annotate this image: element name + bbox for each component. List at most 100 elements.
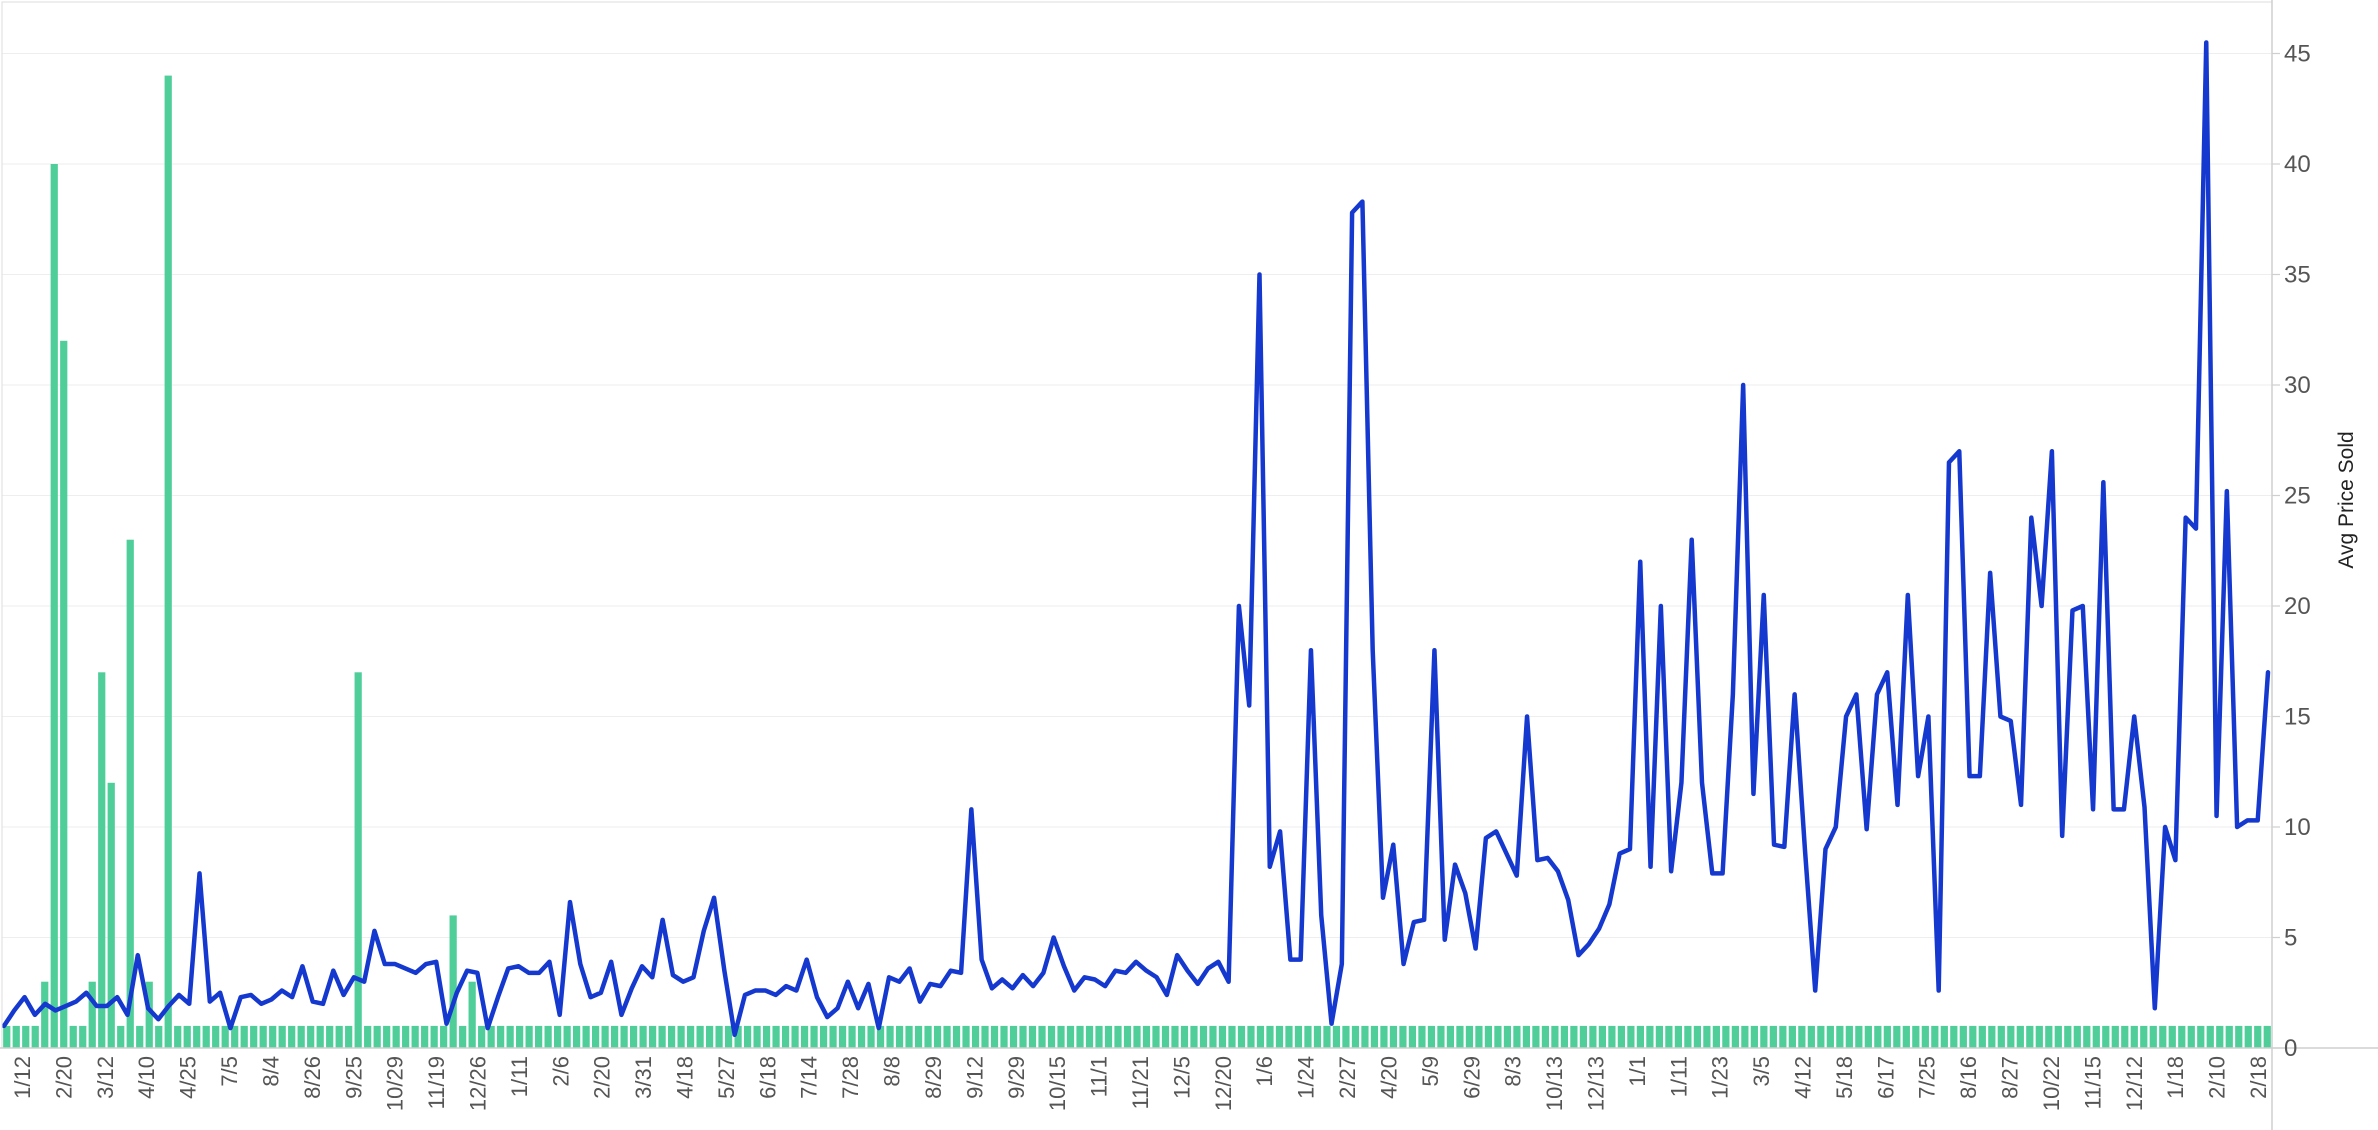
bar	[1171, 1025, 1179, 1048]
bar	[639, 1025, 647, 1048]
bar	[554, 1025, 562, 1048]
x-tick-label: 1/6	[1252, 1056, 1277, 1087]
bar	[354, 672, 362, 1048]
bar	[1845, 1025, 1853, 1048]
bar	[2235, 1025, 2243, 1048]
bar	[2045, 1025, 2053, 1048]
x-tick-label: 1/18	[2163, 1056, 2188, 1099]
bar	[933, 1025, 942, 1048]
x-tick-label: 12/13	[1584, 1056, 1609, 1111]
y-tick-label: 45	[2284, 41, 2311, 68]
bar	[762, 1025, 771, 1048]
y-tick-label: 20	[2284, 593, 2311, 620]
bar	[1997, 1025, 2005, 1048]
x-tick-label: 7/28	[838, 1056, 863, 1099]
x-tick-label: 11/15	[2080, 1056, 2105, 1109]
bar	[1114, 1025, 1122, 1048]
bar	[69, 1025, 77, 1048]
bar	[136, 1025, 144, 1048]
bar	[2073, 1025, 2081, 1048]
bar	[3, 1025, 11, 1048]
bar	[392, 1025, 400, 1048]
x-tick-label: 7/14	[797, 1056, 822, 1099]
bar	[876, 1025, 885, 1048]
bar	[1418, 1025, 1426, 1048]
bar	[1950, 1025, 1958, 1048]
bar	[1731, 1025, 1739, 1048]
bar	[316, 1025, 324, 1048]
bar	[914, 1025, 923, 1048]
x-tick-label: 3/5	[1749, 1056, 1774, 1087]
x-tick-label: 2/27	[1335, 1056, 1360, 1099]
bar	[22, 1025, 30, 1048]
bar	[1807, 1025, 1815, 1048]
bar	[611, 1025, 619, 1048]
bar	[1323, 1025, 1331, 1048]
y-tick-label: 15	[2284, 704, 2311, 731]
bar	[440, 1025, 448, 1048]
bar	[1237, 1025, 1246, 1048]
x-tick-label: 2/20	[590, 1056, 615, 1099]
bar	[307, 1025, 315, 1048]
bar	[1475, 1025, 1483, 1048]
bar	[2026, 1025, 2034, 1048]
bar	[1152, 1025, 1160, 1048]
bar	[1788, 1025, 1796, 1048]
x-tick-label: 4/12	[1791, 1056, 1816, 1099]
bar	[421, 1025, 429, 1048]
bar	[1712, 1025, 1720, 1048]
y-tick-label: 0	[2284, 1035, 2297, 1062]
bar	[411, 1025, 419, 1048]
x-tick-label: 8/8	[880, 1056, 905, 1087]
bar	[2016, 1025, 2024, 1048]
x-tick-label: 11/1	[1087, 1056, 1112, 1097]
bar	[373, 1025, 381, 1048]
bar	[981, 1025, 989, 1048]
bar	[1503, 1025, 1512, 1048]
bar	[297, 1025, 305, 1048]
bar	[1190, 1025, 1198, 1048]
bar	[630, 1025, 638, 1048]
bar	[1437, 1025, 1445, 1048]
bar	[402, 1025, 410, 1048]
x-tick-label: 12/5	[1169, 1056, 1194, 1099]
bar	[1617, 1025, 1625, 1048]
bar	[857, 1025, 866, 1048]
grid-layer	[2, 53, 2272, 938]
bar	[2225, 1025, 2233, 1048]
bar	[449, 915, 457, 1048]
bar	[516, 1025, 524, 1048]
bar	[212, 1025, 220, 1048]
bar	[1931, 1025, 1939, 1048]
bar	[1266, 1025, 1274, 1048]
bar	[117, 1025, 125, 1048]
bar	[649, 1025, 657, 1048]
x-tick-label: 9/12	[962, 1056, 987, 1099]
y-tick-label: 30	[2284, 372, 2311, 399]
bar	[1047, 1025, 1056, 1048]
bar	[819, 1025, 828, 1048]
bar	[715, 1025, 723, 1048]
bar	[1532, 1025, 1540, 1048]
x-tick-label: 8/16	[1956, 1056, 1981, 1099]
bar	[1684, 1025, 1692, 1048]
bar	[2216, 1025, 2224, 1048]
bar	[582, 1025, 590, 1048]
bar	[1551, 1025, 1559, 1048]
bar	[430, 1025, 438, 1048]
x-tick-label: 2/10	[2205, 1056, 2230, 1099]
bar	[2054, 1025, 2062, 1048]
x-tick-label: 2/20	[51, 1056, 76, 1099]
y-axis-title: Avg Price Sold	[2335, 431, 2358, 568]
bar	[1028, 1025, 1037, 1048]
bar	[1446, 1025, 1455, 1048]
bar	[1598, 1025, 1607, 1048]
bar	[677, 1025, 685, 1048]
bar	[1256, 1025, 1265, 1048]
x-tick-label: 12/26	[466, 1056, 491, 1111]
x-tick-label: 2/18	[2246, 1056, 2271, 1099]
bar	[686, 1025, 695, 1048]
bar	[1589, 1025, 1597, 1048]
bar	[1541, 1025, 1550, 1048]
x-tick-label: 9/25	[341, 1056, 366, 1099]
